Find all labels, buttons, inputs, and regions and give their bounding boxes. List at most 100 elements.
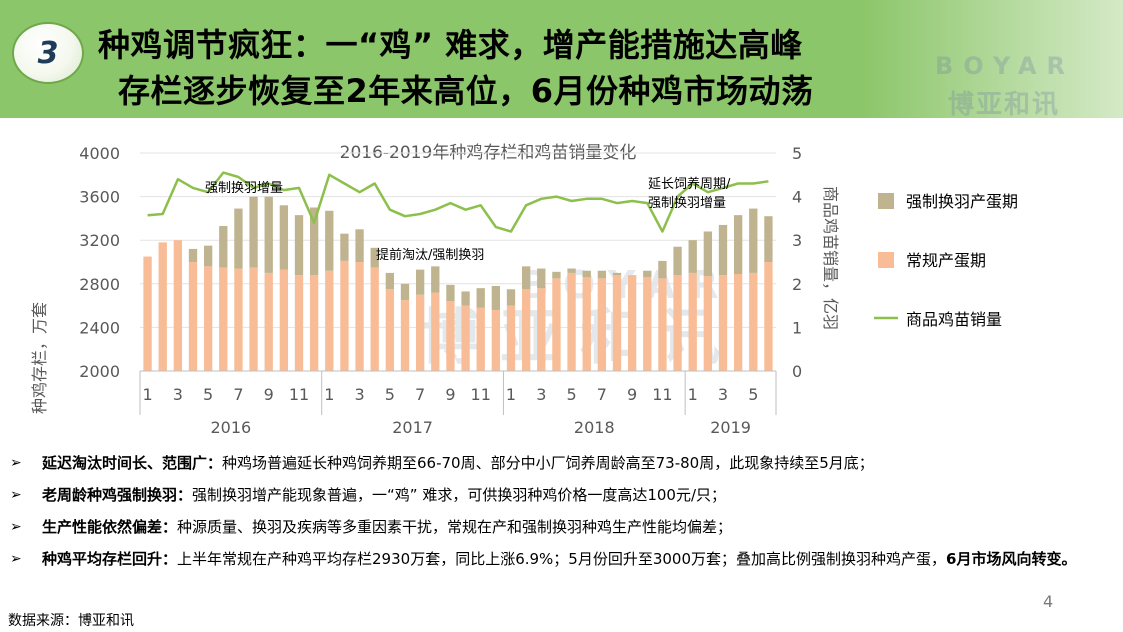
bullet-item: ➢ 老周龄种鸡强制换羽：强制换羽增产能现象普遍，一“鸡” 难求，可供换羽种鸡价格… — [10, 479, 1110, 511]
bar-forced-molt — [264, 196, 273, 273]
bar-regular-laying — [688, 272, 697, 371]
bar-regular-laying — [749, 272, 758, 371]
bar-regular-laying — [415, 294, 425, 371]
x-tick-label: 5 — [748, 385, 758, 404]
bar-regular-laying — [188, 262, 198, 371]
bar-forced-molt — [703, 231, 713, 277]
x-tick-label: 11 — [652, 385, 672, 404]
bar-regular-laying — [234, 268, 243, 371]
y-right-tick-label: 5 — [792, 144, 802, 163]
x-tick-label: 9 — [264, 385, 274, 404]
header-watermark-cn: 博亚和讯 — [948, 90, 1061, 120]
x-tick-label: 3 — [173, 385, 183, 404]
bullet-item: ➢ 生产性能依然偏差：种源质量、换羽及疾病等多重因素干扰，常规在产和强制换羽种鸡… — [10, 511, 1110, 543]
bar-regular-laying — [203, 266, 213, 371]
bar-regular-laying — [325, 270, 334, 371]
bullet-item: ➢ 种鸡平均存栏回升：上半年常规在产种鸡平均存栏2930万套，同比上涨6.9%；… — [10, 543, 1090, 575]
header-fade — [863, 0, 1123, 118]
bar-regular-laying — [340, 260, 349, 371]
x-tick-label: 7 — [597, 385, 607, 404]
y-right-tick-label: 2 — [792, 275, 802, 294]
bullet-arrow-icon: ➢ — [10, 551, 22, 567]
x-tick-label: 3 — [718, 385, 728, 404]
bar-forced-molt — [506, 289, 516, 306]
bullet-heading: 种鸡平均存栏回升： — [42, 550, 178, 568]
bar-regular-laying — [158, 242, 167, 371]
x-year-label: 2017 — [392, 418, 433, 437]
line-series — [147, 171, 769, 233]
bullet-list: ➢ 延迟淘汰时间长、范围广：种鸡场普遍延长种鸡饲养期至66-70周、部分中小厂饲… — [10, 447, 1110, 575]
bar-regular-laying — [491, 309, 501, 371]
bar-regular-laying — [703, 276, 713, 371]
bar-forced-molt — [370, 247, 379, 268]
bar-regular-laying — [582, 277, 591, 371]
x-tick-label: 5 — [203, 385, 213, 404]
legend: 强制换羽产蛋期 常规产蛋期 商品鸡苗销量 — [874, 192, 1018, 329]
bar-forced-molt — [188, 248, 198, 262]
bar-forced-molt — [733, 215, 743, 274]
page-title-line-1: 种鸡调节疯狂：一“鸡” 难求，增产能措施达高峰 — [98, 26, 803, 64]
y-right-tick-label: 4 — [792, 188, 802, 207]
bullet-text: 种鸡场普遍延长种鸡饲养期至66-70周、部分中小厂饲养周龄高至73-80周，此现… — [222, 454, 874, 472]
bullet-item: ➢ 延迟淘汰时间长、范围广：种鸡场普遍延长种鸡饲养期至66-70周、部分中小厂饲… — [10, 447, 1110, 479]
bar-regular-laying — [400, 300, 410, 371]
bar-regular-laying — [537, 288, 546, 371]
bullet-arrow-icon: ➢ — [10, 487, 22, 503]
bar-forced-molt — [597, 270, 607, 279]
bar-regular-laying — [309, 275, 319, 371]
bar-forced-molt — [537, 268, 546, 289]
bar-regular-laying — [597, 278, 607, 371]
annotation-early-cull: 提前淘汰/强制换羽 — [376, 247, 484, 263]
y-axis-left: 2000 2400 2800 3200 3600 4000 — [79, 144, 120, 381]
bullet-heading: 生产性能依然偏差： — [42, 518, 178, 536]
y-left-tick-label: 3600 — [79, 188, 120, 207]
section-number: 3 — [37, 35, 59, 71]
bar-forced-molt — [400, 283, 410, 301]
bar-forced-molt — [461, 291, 470, 306]
chart-container: BOYAR 博亚和讯 2016-2019年种鸡存栏和鸡苗销量变化 2000 240… — [0, 128, 1123, 450]
bullet-heading: 延迟淘汰时间长、范围广： — [42, 454, 223, 472]
chart-svg: BOYAR 博亚和讯 2016-2019年种鸡存栏和鸡苗销量变化 2000240… — [30, 143, 1018, 437]
bullet-text: 上半年常规在产种鸡平均存栏2930万套，同比上涨6.9%；5月份回升至3000万… — [177, 550, 947, 568]
bar-regular-laying — [627, 275, 637, 371]
bar-regular-laying — [476, 307, 485, 371]
bar-regular-laying — [355, 262, 364, 371]
bar-forced-molt — [643, 270, 652, 278]
bullet-heading: 老周龄种鸡强制换羽： — [42, 486, 193, 504]
y-axis-right-title: 商品鸡苗销量，亿羽 — [821, 186, 840, 330]
x-tick-label: 11 — [471, 385, 491, 404]
bar-regular-laying — [506, 305, 516, 371]
x-tick-label: 9 — [627, 385, 637, 404]
x-tick-label: 5 — [566, 385, 576, 404]
bar-forced-molt — [340, 233, 349, 261]
legend-swatch-forced-molt — [878, 193, 894, 209]
annotation-forced-molt-1: 强制换羽增量 — [205, 181, 283, 196]
bar-regular-laying — [294, 275, 304, 371]
bullet-arrow-icon: ➢ — [10, 455, 22, 471]
bar-regular-laying — [431, 292, 440, 371]
y-axis-left-title: 种鸡存栏，万套 — [30, 302, 49, 414]
x-year-label: 2016 — [210, 418, 251, 437]
y-right-tick-label: 3 — [792, 231, 802, 250]
x-year-label: 2019 — [710, 418, 751, 437]
header-watermark-en: BOYAR — [935, 52, 1075, 80]
bar-forced-molt — [249, 196, 258, 268]
page-title-line-2: 存栏逐步恢复至2年来高位，6月份种鸡市场动荡 — [118, 72, 814, 110]
legend-label-forced-molt: 强制换羽产蛋期 — [906, 192, 1018, 211]
bar-forced-molt — [688, 240, 697, 273]
bullet-arrow-icon: ➢ — [10, 519, 22, 535]
bar-forced-molt — [567, 268, 576, 273]
x-tick-label: 1 — [506, 385, 516, 404]
bar-forced-molt — [552, 271, 561, 279]
header-band: 3 种鸡调节疯狂：一“鸡” 难求，增产能措施达高峰 存栏逐步恢复至2年来高位，6… — [0, 0, 1123, 120]
annotation-extend-cycle: 延长饲养周期/ — [648, 176, 731, 192]
bar-regular-laying — [370, 267, 379, 371]
y-axis-right: 0 1 2 3 4 5 — [792, 144, 802, 381]
x-year-label: 2018 — [574, 418, 615, 437]
bar-regular-laying — [461, 305, 470, 371]
bullet-text: 种源质量、换羽及疾病等多重因素干扰，常规在产和强制换羽种鸡生产性能均偏差； — [177, 518, 733, 536]
y-left-tick-label: 2000 — [79, 362, 120, 381]
bar-forced-molt — [234, 208, 243, 269]
page-number: 4 — [1043, 592, 1054, 611]
x-tick-label: 3 — [354, 385, 364, 404]
